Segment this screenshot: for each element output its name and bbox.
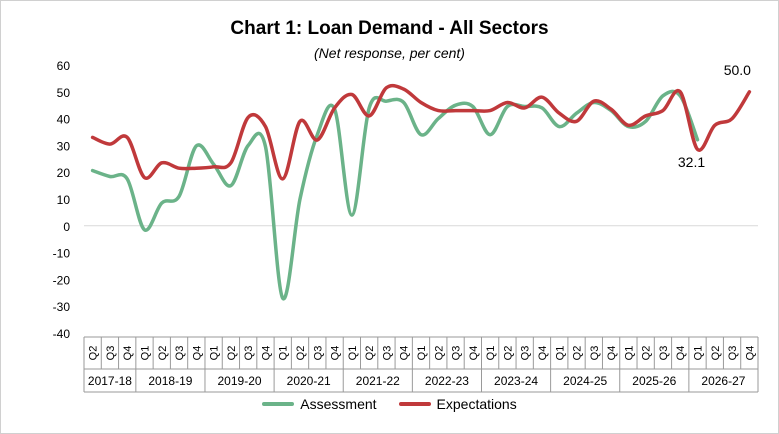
y-tick-label: -20 (53, 273, 71, 287)
legend-item-assessment: Assessment (262, 396, 377, 412)
x-tick-label-quarter: Q1 (554, 346, 566, 361)
x-tick-label-quarter: Q3 (658, 346, 670, 361)
x-tick-label-quarter: Q3 (727, 346, 739, 361)
x-tick-label-year: 2021-22 (356, 374, 400, 388)
x-tick-label-quarter: Q1 (347, 346, 359, 361)
data-label: 32.1 (678, 154, 705, 170)
x-tick-label-quarter: Q2 (572, 346, 584, 361)
series-line-expectations (90, 83, 752, 181)
x-tick-label-quarter: Q3 (174, 346, 186, 361)
x-tick-label-quarter: Q3 (312, 346, 324, 361)
x-tick-label-quarter: Q4 (675, 346, 687, 361)
y-tick-label: 20 (57, 166, 71, 180)
x-tick-label-quarter: Q4 (606, 346, 618, 361)
x-tick-label-quarter: Q1 (416, 346, 428, 361)
x-tick-label-quarter: Q3 (381, 346, 393, 361)
x-tick-label-quarter: Q4 (330, 346, 342, 361)
legend-label-assessment: Assessment (300, 396, 377, 412)
legend-swatch-assessment (262, 402, 295, 406)
x-tick-label-quarter: Q3 (451, 346, 463, 361)
x-tick-label-quarter: Q2 (226, 346, 238, 361)
legend-item-expectations: Expectations (398, 396, 517, 412)
chart-legend: Assessment Expectations (0, 396, 779, 412)
x-tick-label-year: 2026-27 (701, 374, 745, 388)
x-tick-label-quarter: Q2 (364, 346, 376, 361)
x-tick-label-quarter: Q2 (502, 346, 514, 361)
x-tick-label-quarter: Q4 (537, 346, 549, 361)
y-tick-label: -30 (53, 300, 71, 314)
x-tick-label-quarter: Q2 (295, 346, 307, 361)
x-tick-label-quarter: Q1 (485, 346, 497, 361)
x-tick-label-quarter: Q2 (710, 346, 722, 361)
x-tick-label-year: 2020-21 (287, 374, 331, 388)
chart-subtitle: (Net response, per cent) (314, 45, 465, 61)
chart-title: Chart 1: Loan Demand - All Sectors (230, 18, 549, 39)
x-tick-label-quarter: Q3 (589, 346, 601, 361)
x-tick-label-year: 2018-19 (148, 374, 192, 388)
y-tick-label: 10 (57, 193, 71, 207)
data-label: 50.0 (724, 62, 751, 78)
x-tick-label-year: 2017-18 (88, 374, 132, 388)
x-tick-label-quarter: Q4 (399, 346, 411, 361)
x-tick-label-quarter: Q2 (433, 346, 445, 361)
legend-label-expectations: Expectations (436, 396, 517, 412)
x-tick-label-quarter: Q3 (105, 346, 117, 361)
x-tick-label-year: 2025-26 (632, 374, 676, 388)
y-tick-label: 60 (57, 59, 71, 73)
y-tick-label: 50 (57, 86, 71, 100)
x-tick-label-quarter: Q2 (88, 346, 100, 361)
x-tick-label-year: 2024-25 (563, 374, 607, 388)
x-tick-label-quarter: Q2 (641, 346, 653, 361)
x-tick-label-quarter: Q1 (623, 346, 635, 361)
x-tick-label-quarter: Q4 (260, 346, 272, 361)
x-tick-label-quarter: Q1 (209, 346, 221, 361)
x-tick-label-quarter: Q3 (243, 346, 255, 361)
y-tick-label: -40 (53, 327, 71, 341)
y-tick-label: 0 (63, 220, 70, 234)
x-tick-label-quarter: Q1 (693, 346, 705, 361)
x-tick-label-quarter: Q1 (278, 346, 290, 361)
y-tick-label: 40 (57, 113, 71, 127)
y-tick-label: -10 (53, 247, 71, 261)
x-tick-label-quarter: Q2 (157, 346, 169, 361)
x-tick-label-quarter: Q1 (139, 346, 151, 361)
x-tick-label-quarter: Q3 (520, 346, 532, 361)
x-tick-label-year: 2022-23 (425, 374, 469, 388)
y-tick-label: 30 (57, 139, 71, 153)
x-tick-label-year: 2023-24 (494, 374, 538, 388)
series-line-assessment (90, 89, 700, 301)
x-tick-label-quarter: Q4 (468, 346, 480, 361)
x-tick-label-year: 2019-20 (218, 374, 262, 388)
x-tick-label-quarter: Q4 (744, 346, 756, 361)
x-tick-label-quarter: Q4 (191, 346, 203, 361)
x-tick-label-quarter: Q4 (122, 346, 134, 361)
legend-swatch-expectations (398, 402, 431, 406)
